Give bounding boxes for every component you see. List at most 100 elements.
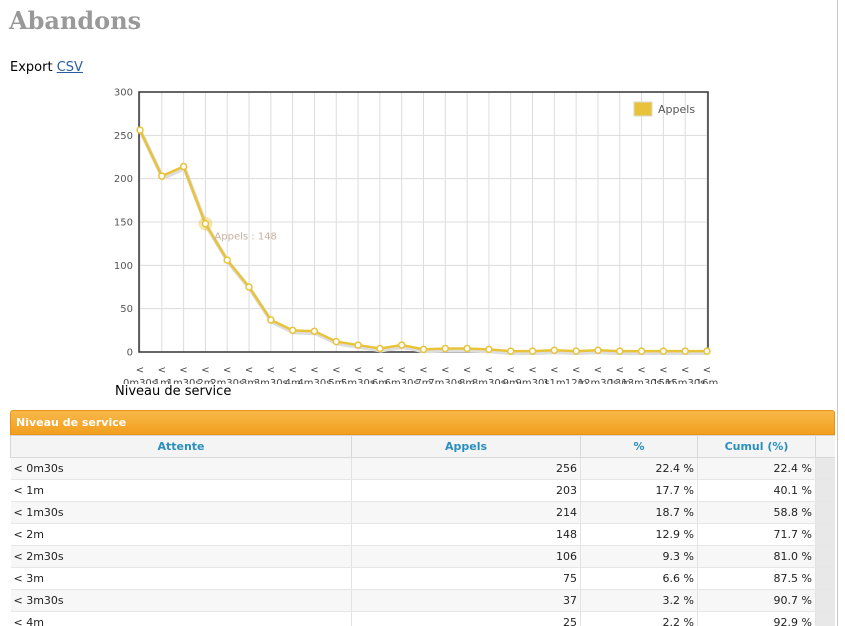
x-tick-label: <5m bbox=[328, 365, 344, 384]
x-tick-label: <7m bbox=[415, 365, 431, 384]
table-row[interactable]: < 1m 203 17.7 % 40.1 % bbox=[10, 479, 835, 502]
column-header-cumul[interactable]: Cumul (%) bbox=[697, 435, 816, 458]
cell-percent: 9.3 % bbox=[580, 545, 698, 568]
export-bar: Export CSV bbox=[10, 60, 83, 75]
cell-appels: 148 bbox=[351, 523, 581, 546]
scrollbar-track[interactable] bbox=[815, 611, 835, 626]
cell-cumul: 87.5 % bbox=[697, 567, 816, 590]
data-point bbox=[703, 347, 711, 355]
data-point bbox=[376, 344, 384, 353]
data-point bbox=[506, 347, 515, 355]
scrollbar-track[interactable] bbox=[815, 545, 835, 568]
x-tick-label: <2m30s bbox=[210, 365, 244, 384]
cell-appels: 75 bbox=[351, 567, 581, 590]
x-tick-label: <2m bbox=[197, 365, 213, 384]
scrollbar-track[interactable] bbox=[815, 501, 835, 524]
export-label: Export bbox=[10, 60, 53, 75]
data-point bbox=[179, 162, 188, 171]
x-tick-label: <6m bbox=[372, 365, 388, 384]
x-tick-label: <11m bbox=[543, 365, 565, 384]
cell-appels: 106 bbox=[351, 545, 581, 568]
data-point bbox=[397, 341, 406, 349]
cell-percent: 2.2 % bbox=[580, 611, 698, 626]
cell-percent: 12.9 % bbox=[580, 523, 698, 546]
x-tick-label: <3m30s bbox=[254, 365, 288, 384]
cell-cumul: 90.7 % bbox=[697, 589, 816, 612]
data-point bbox=[485, 345, 493, 354]
scrollbar-header bbox=[815, 435, 835, 458]
cell-cumul: 22.4 % bbox=[697, 457, 816, 480]
legend-swatch bbox=[633, 101, 653, 117]
cell-appels: 214 bbox=[351, 501, 581, 524]
column-header-attente[interactable]: Attente bbox=[10, 435, 352, 458]
data-point bbox=[419, 345, 428, 354]
x-tick-label: <15m30s bbox=[665, 365, 705, 384]
data-point bbox=[332, 337, 341, 346]
data-point bbox=[594, 346, 602, 355]
table-row[interactable]: < 3m30s 37 3.2 % 90.7 % bbox=[10, 589, 835, 612]
cell-attente: < 4m bbox=[10, 611, 352, 626]
x-tick-label: <9m bbox=[503, 365, 519, 384]
page-frame-border bbox=[837, 0, 838, 626]
y-tick-label: 50 bbox=[120, 304, 133, 315]
y-tick-label: 100 bbox=[114, 261, 133, 272]
data-point bbox=[441, 344, 450, 353]
column-header-appels[interactable]: Appels bbox=[351, 435, 581, 458]
data-point bbox=[245, 283, 253, 291]
x-tick-label: <8m bbox=[459, 365, 475, 384]
x-tick-label: <12m30s bbox=[578, 365, 618, 384]
chart-svg: 0 50 100 150 200 250 300 < 0m30s< 1m< 1m30s< 2m< 2m3… bbox=[114, 88, 718, 385]
table-row[interactable]: < 1m30s 214 18.7 % 58.8 % bbox=[10, 501, 835, 524]
cell-percent: 3.2 % bbox=[580, 589, 698, 612]
cell-appels: 25 bbox=[351, 611, 581, 626]
cell-cumul: 81.0 % bbox=[697, 545, 816, 568]
cell-cumul: 40.1 % bbox=[697, 479, 816, 502]
point-tooltip: Appels : 148 bbox=[214, 232, 277, 243]
y-tick-label: 150 bbox=[114, 218, 133, 229]
cell-attente: < 1m30s bbox=[10, 501, 352, 524]
cell-cumul: 92.9 % bbox=[697, 611, 816, 626]
x-tick-label: <9m30s bbox=[516, 365, 550, 384]
data-point bbox=[550, 346, 559, 355]
cell-attente: < 1m bbox=[10, 479, 352, 502]
page-title: Abandons bbox=[9, 6, 142, 35]
table-row[interactable]: < 2m30s 106 9.3 % 81.0 % bbox=[10, 545, 835, 568]
scrollbar-track[interactable] bbox=[815, 457, 835, 480]
data-point bbox=[616, 347, 624, 355]
table-row[interactable]: < 4m 25 2.2 % 92.9 % bbox=[10, 611, 835, 626]
column-header-percent[interactable]: % bbox=[580, 435, 698, 458]
x-tick-label: <1m bbox=[154, 365, 170, 384]
x-tick-label: <4m bbox=[285, 365, 301, 384]
cell-appels: 256 bbox=[351, 457, 581, 480]
y-tick-label: 200 bbox=[114, 174, 133, 185]
x-tick-label: <1m30s bbox=[167, 365, 201, 384]
y-tick-label: 250 bbox=[114, 131, 133, 142]
table-row[interactable]: < 2m 148 12.9 % 71.7 % bbox=[10, 523, 835, 546]
scrollbar-track[interactable] bbox=[815, 523, 835, 546]
x-tick-label: <15m bbox=[652, 365, 674, 384]
data-point bbox=[136, 126, 144, 134]
data-point bbox=[223, 256, 231, 264]
scrollbar-track[interactable] bbox=[815, 567, 835, 590]
service-level-table: Attente Appels % Cumul (%) < 0m30s 256 22.… bbox=[10, 435, 835, 626]
scrollbar-track[interactable] bbox=[815, 589, 835, 612]
data-point bbox=[201, 219, 210, 228]
export-csv-link[interactable]: CSV bbox=[56, 60, 83, 75]
x-tick-label: <3m bbox=[241, 365, 257, 384]
cell-appels: 37 bbox=[351, 589, 581, 612]
cell-cumul: 71.7 % bbox=[697, 523, 816, 546]
cell-attente: < 2m bbox=[10, 523, 352, 546]
table-row[interactable]: < 3m 75 6.6 % 87.5 % bbox=[10, 567, 835, 590]
scrollbar-track[interactable] bbox=[815, 479, 835, 502]
x-tick-label: <13m bbox=[609, 365, 631, 384]
x-tick-label: <0m30s bbox=[123, 365, 157, 384]
data-point bbox=[572, 347, 580, 355]
data-point bbox=[528, 347, 537, 355]
data-point bbox=[158, 172, 166, 180]
data-point bbox=[310, 327, 319, 335]
cell-attente: < 0m30s bbox=[10, 457, 352, 480]
data-point bbox=[681, 347, 689, 355]
data-point bbox=[637, 347, 646, 355]
service-level-panel: Niveau de service Attente Appels % Cumul… bbox=[10, 410, 835, 626]
table-row[interactable]: < 0m30s 256 22.4 % 22.4 % bbox=[10, 457, 835, 480]
